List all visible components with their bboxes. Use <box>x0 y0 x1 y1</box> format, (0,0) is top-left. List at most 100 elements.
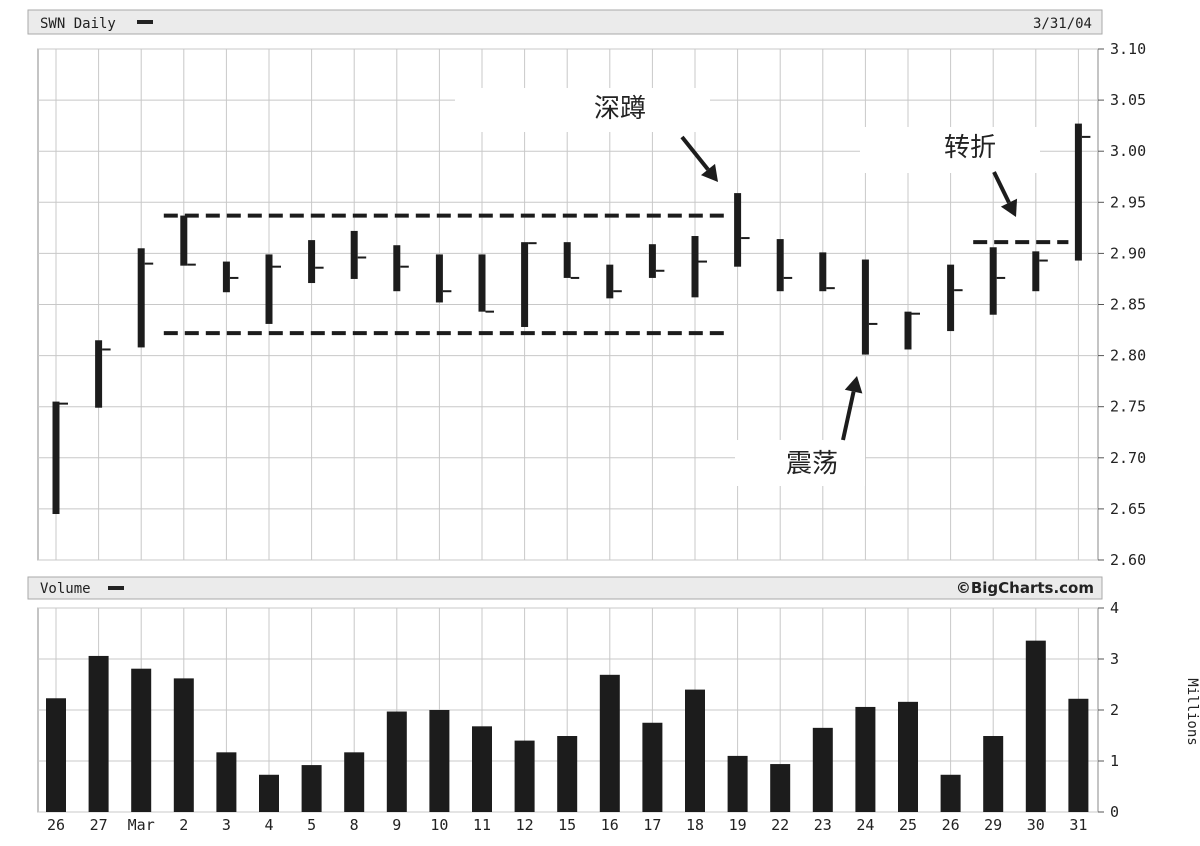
volume-bar <box>259 774 279 812</box>
annotation-backing <box>455 88 710 132</box>
ohlc-bar <box>350 230 358 279</box>
price-y-tick-label: 2.85 <box>1110 296 1146 314</box>
ohlc-bar <box>180 215 188 266</box>
price-y-tick-label: 2.80 <box>1110 347 1146 365</box>
ohlc-bar <box>563 242 571 278</box>
annotation-arrow-shaft <box>992 171 1011 204</box>
ohlc-bar <box>734 193 742 267</box>
annotation-backing <box>860 127 1040 173</box>
price-y-tick-label: 2.75 <box>1110 398 1146 416</box>
x-tick-label: 3 <box>222 816 231 834</box>
volume-bar <box>1068 698 1089 812</box>
ohlc-bar <box>222 261 230 293</box>
volume-bar <box>727 755 748 812</box>
annotation-arrow-head <box>1000 198 1018 217</box>
price-y-tick-label: 3.00 <box>1110 142 1146 160</box>
volume-bar <box>940 774 961 812</box>
x-tick-label: 24 <box>856 816 874 834</box>
price-panel: SWN Daily 3/31/04 2.602.652.702.752.802.… <box>27 9 1147 569</box>
x-tick-label: Mar <box>128 816 155 834</box>
volume-bar <box>898 701 918 812</box>
price-y-tick-label: 2.95 <box>1110 193 1146 211</box>
price-y-tick-label: 2.60 <box>1110 551 1146 569</box>
volume-bar <box>514 740 535 812</box>
volume-bar <box>472 726 492 812</box>
volume-bar <box>599 674 620 812</box>
volume-bar <box>557 736 578 812</box>
price-y-tick-label: 3.10 <box>1110 40 1146 58</box>
volume-bar <box>301 765 322 812</box>
ohlc-bar <box>137 248 145 348</box>
x-tick-label: 4 <box>264 816 273 834</box>
volume-ylabel: Millions <box>1184 678 1200 745</box>
x-tick-label: 27 <box>90 816 108 834</box>
ohlc-bar <box>95 340 103 408</box>
volume-y-tick-label: 1 <box>1110 752 1119 770</box>
volume-bar <box>173 678 194 812</box>
ohlc-bar <box>606 264 614 299</box>
volume-y-axis: 0 1 2 3 4 <box>1098 599 1119 821</box>
ohlc-bars <box>52 123 1091 515</box>
annotation-backing <box>735 440 865 486</box>
price-y-tick-label: 2.90 <box>1110 244 1146 262</box>
price-y-tick-label: 2.70 <box>1110 449 1146 467</box>
volume-bars <box>46 640 1089 812</box>
x-tick-label: 19 <box>729 816 747 834</box>
x-tick-label: 26 <box>47 816 65 834</box>
x-tick-label: 9 <box>392 816 401 834</box>
volume-bar <box>855 706 876 812</box>
volume-y-tick-label: 4 <box>1110 599 1119 617</box>
volume-header-bar <box>27 576 1103 600</box>
volume-bar <box>642 722 663 812</box>
volume-y-tick-label: 3 <box>1110 650 1119 668</box>
price-date: 3/31/04 <box>1033 16 1092 32</box>
reference-lines <box>163 213 1069 336</box>
volume-bar <box>344 752 365 812</box>
volume-bar <box>983 736 1004 812</box>
volume-bar <box>1025 640 1046 812</box>
ohlc-bar <box>1032 251 1040 292</box>
ohlc-bar <box>861 259 869 355</box>
x-tick-label: 30 <box>1027 816 1045 834</box>
x-axis-labels: 26 27 Mar 2 3 4 5 8 9 10 11 12 15 16 17 18 19 22 23 24 25 26 2… <box>47 816 1087 834</box>
volume-bar <box>46 698 66 812</box>
volume-bar <box>131 668 152 812</box>
price-y-axis: 2.60 2.65 2.70 2.75 2.80 2.85 2.90 2.95 3.00 3.05… <box>1098 40 1146 569</box>
x-tick-label: 15 <box>558 816 576 834</box>
volume-legend-swatch <box>108 586 124 590</box>
volume-bar <box>770 764 791 812</box>
annotation-label: 震荡 <box>786 449 838 479</box>
ohlc-bar <box>308 240 316 284</box>
ohlc-bar <box>478 254 486 312</box>
annotation-label: 深蹲 <box>594 94 646 124</box>
x-tick-label: 11 <box>473 816 491 834</box>
annotation-arrow-head <box>844 376 863 394</box>
x-tick-label: 17 <box>643 816 661 834</box>
volume-bar <box>812 727 833 812</box>
volume-title: Volume <box>40 581 91 597</box>
x-tick-label: 22 <box>771 816 789 834</box>
annotation-label: 转折 <box>944 133 996 163</box>
x-tick-label: 2 <box>179 816 188 834</box>
ohlc-bar <box>52 401 60 515</box>
x-tick-label: 5 <box>307 816 316 834</box>
ohlc-bar <box>521 242 529 327</box>
price-title: SWN Daily <box>40 16 116 32</box>
volume-y-tick-label: 0 <box>1110 803 1119 821</box>
x-tick-label: 31 <box>1069 816 1087 834</box>
volume-bar <box>216 752 237 812</box>
volume-y-tick-label: 2 <box>1110 701 1119 719</box>
volume-bar <box>685 689 705 812</box>
volume-bar <box>386 711 407 812</box>
volume-bar <box>88 655 109 812</box>
ohlc-bar <box>648 244 656 278</box>
price-legend-swatch <box>137 20 153 24</box>
price-header-bar <box>27 9 1103 35</box>
x-tick-label: 25 <box>899 816 917 834</box>
ohlc-bar <box>776 239 784 292</box>
ohlc-bar <box>947 264 955 332</box>
x-tick-label: 10 <box>430 816 448 834</box>
annotation-arrow-shaft <box>841 391 856 441</box>
